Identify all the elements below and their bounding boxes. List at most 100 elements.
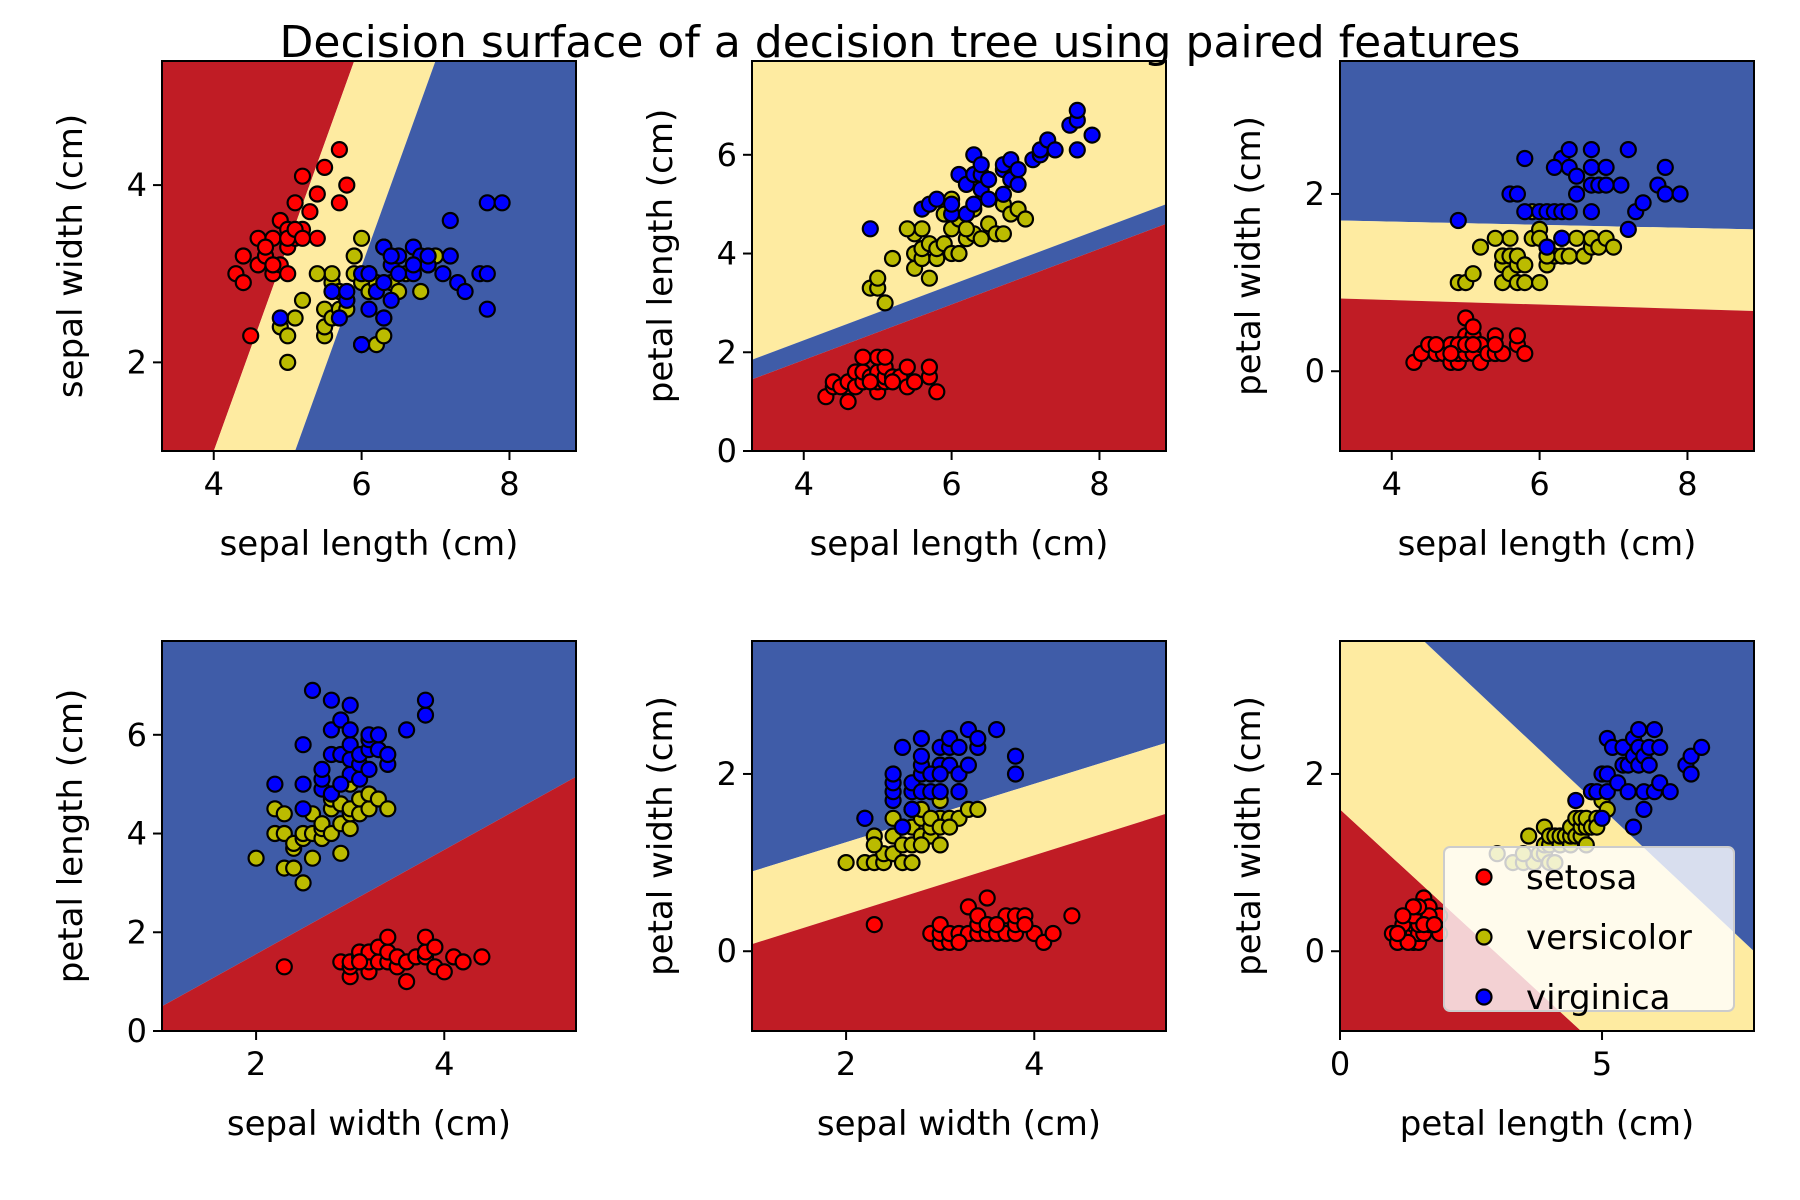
- point-virginica: [369, 726, 387, 744]
- point-setosa: [1388, 924, 1407, 943]
- x-axis-label: sepal length (cm): [1398, 524, 1697, 564]
- point-setosa: [256, 238, 275, 256]
- point-virginica: [1508, 185, 1527, 203]
- point-setosa: [1464, 336, 1482, 354]
- point-versicolor: [1516, 256, 1534, 274]
- point-versicolor: [375, 327, 393, 345]
- point-versicolor: [837, 853, 855, 872]
- decision-regions: [752, 641, 1166, 1031]
- point-versicolor: [972, 230, 990, 248]
- y-tick-label: 2: [717, 333, 737, 371]
- point-virginica: [441, 247, 459, 265]
- x-tick-label: 6: [941, 465, 961, 503]
- y-axis-label: petal length (cm): [641, 109, 681, 403]
- point-virginica: [903, 800, 921, 819]
- x-tick-label: 4: [1024, 1045, 1044, 1083]
- point-virginica: [341, 721, 359, 739]
- point-setosa: [279, 265, 297, 283]
- scatter-points: [817, 101, 1101, 411]
- point-virginica: [1634, 194, 1652, 212]
- point-setosa: [1044, 924, 1062, 943]
- point-versicolor: [950, 244, 968, 263]
- point-virginica: [1567, 185, 1586, 203]
- point-setosa: [1427, 336, 1445, 354]
- point-virginica: [1545, 158, 1564, 176]
- point-virginica: [931, 783, 949, 801]
- point-setosa: [1508, 327, 1527, 345]
- point-virginica: [912, 747, 931, 765]
- point-virginica: [994, 185, 1013, 203]
- figure-title: Decision surface of a decision tree usin…: [280, 17, 1521, 68]
- point-virginica: [969, 729, 987, 748]
- point-setosa: [1464, 318, 1482, 336]
- y-tick-label: 0: [717, 932, 737, 970]
- point-virginica: [330, 309, 348, 327]
- scatter-points: [1383, 720, 1711, 952]
- point-virginica: [313, 760, 331, 779]
- point-versicolor: [931, 836, 949, 854]
- point-virginica: [928, 190, 946, 208]
- scatter-points: [837, 720, 1081, 952]
- point-virginica: [360, 265, 378, 283]
- point-setosa: [987, 915, 1006, 934]
- point-versicolor: [903, 853, 921, 872]
- y-axis-label: petal width (cm): [641, 696, 681, 976]
- point-versicolor: [379, 800, 397, 818]
- point-setosa: [1516, 344, 1534, 363]
- point-virginica: [1068, 101, 1086, 120]
- point-setosa: [1016, 915, 1034, 934]
- point-virginica: [972, 156, 990, 174]
- point-versicolor: [1501, 229, 1519, 247]
- subplot-3: 4 6 8 0 2 sepal length (cm) petal width (cm): [1229, 60, 1755, 564]
- point-setosa: [379, 928, 397, 946]
- point-virginica: [294, 800, 312, 818]
- point-virginica: [893, 738, 912, 757]
- point-virginica: [478, 194, 496, 212]
- point-setosa: [473, 948, 491, 966]
- point-setosa: [1394, 907, 1412, 925]
- point-virginica: [382, 291, 400, 309]
- x-tick-label: 4: [204, 465, 224, 503]
- point-setosa: [920, 358, 939, 376]
- y-tick-label: 4: [717, 235, 737, 273]
- point-setosa: [435, 963, 453, 981]
- x-tick-label: 4: [434, 1045, 454, 1083]
- point-setosa: [351, 953, 369, 971]
- point-versicolor: [279, 353, 297, 371]
- point-virginica: [1635, 800, 1653, 819]
- point-versicolor: [323, 265, 341, 283]
- point-virginica: [1640, 756, 1658, 774]
- point-setosa: [264, 256, 282, 274]
- region-virginica: [162, 641, 576, 1007]
- subplot-5: 2 4 0 2 sepal width (cm) petal width (cm): [641, 640, 1167, 1144]
- point-versicolor: [332, 844, 350, 862]
- point-setosa: [234, 247, 252, 265]
- point-virginica: [404, 256, 422, 274]
- axes-frame: [161, 60, 577, 452]
- point-versicolor: [1520, 827, 1538, 845]
- legend-label-virginica: virginica: [1526, 978, 1671, 1018]
- point-virginica: [1597, 176, 1615, 194]
- point-versicolor: [912, 836, 931, 854]
- point-setosa: [398, 972, 416, 991]
- point-virginica: [1645, 720, 1664, 739]
- axes-frame: [751, 60, 1167, 452]
- decision-regions: [162, 641, 576, 1031]
- x-tick-label: 8: [1089, 465, 1109, 503]
- point-virginica: [375, 274, 393, 292]
- x-tick-label: 8: [499, 465, 519, 503]
- point-virginica: [382, 247, 400, 265]
- point-versicolor: [994, 225, 1013, 243]
- point-virginica: [912, 729, 931, 748]
- point-versicolor: [279, 327, 297, 345]
- point-versicolor: [869, 269, 887, 287]
- point-virginica: [884, 765, 902, 783]
- point-setosa: [861, 373, 879, 391]
- point-versicolor: [913, 220, 931, 238]
- y-tick-label: 4: [127, 166, 147, 204]
- point-virginica: [1567, 791, 1585, 810]
- point-versicolor: [345, 247, 363, 265]
- point-virginica: [419, 247, 437, 265]
- x-tick-label: 6: [351, 465, 371, 503]
